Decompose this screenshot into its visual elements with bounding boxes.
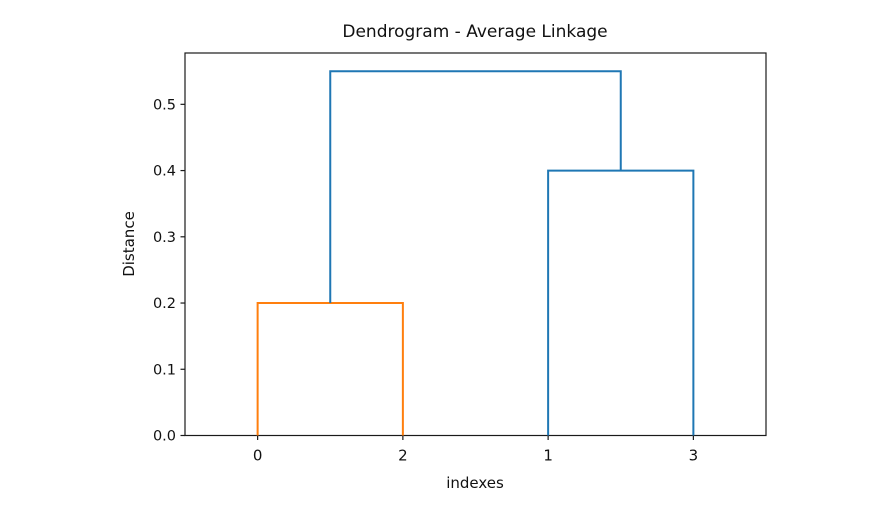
y-tick-label: 0.5 <box>153 97 176 113</box>
link-root-link <box>329 70 622 304</box>
y-tick-label: 0.2 <box>153 296 176 312</box>
y-tick-label: 0.0 <box>153 429 176 445</box>
y-tick-label: 0.3 <box>153 230 176 246</box>
chart-title: Dendrogram - Average Linkage <box>342 22 608 42</box>
link-cluster-1-3 <box>547 169 695 436</box>
y-tick-label: 0.4 <box>153 164 176 180</box>
leaf-label: 3 <box>689 447 699 465</box>
leaf-label: 2 <box>398 447 408 465</box>
leaf-label: 1 <box>543 447 553 465</box>
axes-spines <box>184 52 767 437</box>
y-axis-label: Distance <box>120 211 138 277</box>
link-cluster-0-2 <box>256 302 404 436</box>
x-axis-label: indexes <box>446 474 504 492</box>
leaf-label: 0 <box>253 447 263 465</box>
y-tick-label: 0.1 <box>153 362 176 378</box>
